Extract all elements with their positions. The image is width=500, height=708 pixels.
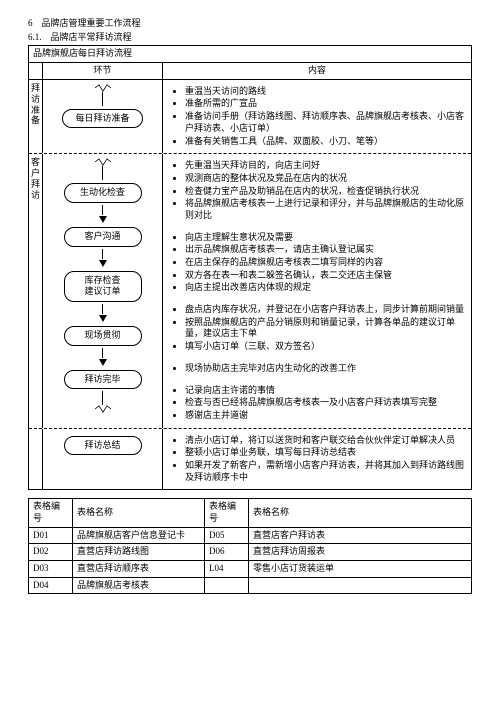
content-item: 双方各在表一和表二躲签名确认，表二交还店主保管	[185, 270, 467, 282]
content-item: 清点小店订单，将订以送货时和客户联交给合伙伙伴定订单解决人员	[185, 435, 467, 447]
content-item: 检查健力宝产品及助销品在店内的状况，检查促销执行状况	[185, 186, 467, 198]
table-cell: L04	[205, 561, 249, 578]
table-cell: D03	[29, 561, 73, 578]
subsection-number: 6.1. 品牌店平常拜访流程	[28, 32, 472, 44]
flow-section: 拜访准备每日拜访准备 重温当天访问的路线准备所需的广宣品准备访问手册（拜访路线图、…	[29, 80, 471, 154]
table-cell: 品牌旗舰店考核表	[73, 577, 205, 594]
flow-node: 生动化检查	[64, 183, 142, 203]
table-cell: D05	[205, 527, 249, 544]
arrow-down-icon	[99, 359, 107, 366]
table-cell: 表格编号	[29, 499, 73, 527]
content-item: 将品牌旗舰店考核表一上进行记录和评分，并与品牌旗舰店的生动化原则对比	[185, 198, 467, 221]
table-cell: 直营店拜访顺序表	[73, 561, 205, 578]
doc-title: 品牌旗舰店每日拜访流程	[29, 46, 471, 63]
col-stage-header: 环节	[43, 63, 163, 79]
content-item: 整顿小店订单业务联，填写每日拜访总结表	[185, 447, 467, 459]
content-item: 检查与否已经将品牌旗舰店考核表一及小店客户拜访表填写完整	[185, 397, 467, 409]
col-content-header: 内容	[163, 63, 471, 79]
table-cell	[205, 577, 249, 594]
table-cell: D06	[205, 544, 249, 561]
flow-node: 每日拜访准备	[62, 109, 142, 129]
table-cell: 表格名称	[249, 499, 472, 527]
content-column: 先重温当天拜访目的，向店主问好观测商店的整体状况及竞品在店内的状况检查健力宝产品…	[163, 154, 471, 427]
content-item: 记录向店主许诺的事情	[185, 385, 467, 397]
flow-node: 客户沟通	[64, 227, 142, 247]
table-cell: 直营店拜访路线图	[73, 544, 205, 561]
column-headers: 环节 内容	[29, 63, 471, 80]
arrow-down-icon	[99, 216, 107, 223]
section-number: 6 品牌店管理重要工作流程	[28, 18, 472, 30]
table-cell: D04	[29, 577, 73, 594]
flow-node: 拜访总结	[64, 436, 142, 456]
table-cell: 表格编号	[205, 499, 249, 527]
table-cell: 零售小店订货装运单	[249, 561, 472, 578]
stage-column: 生动化检查客户沟通库存检查建议订单现场贯彻拜访完毕	[43, 154, 163, 427]
content-item: 准备所需的广宣品	[185, 98, 467, 110]
content-item: 向店主理解生意状况及需要	[185, 232, 467, 244]
flow-node: 拜访完毕	[64, 370, 142, 390]
side-label: 拜访准备	[29, 84, 42, 127]
content-item: 出示品牌旗舰店考核表一，请店主确认登记属实	[185, 244, 467, 256]
table-cell: 表格名称	[73, 499, 205, 527]
content-item: 准备有关销售工具（品牌、双面胶、小刀、笔等）	[185, 136, 467, 148]
content-item: 填写小店订单（三联、双方签名）	[185, 341, 467, 353]
content-item: 盘点店内库存状况，并登记在小店客户拜访表上，同步计算前期间销量	[185, 304, 467, 316]
content-item: 重温当天访问的路线	[185, 86, 467, 98]
content-item: 在店主保存的品牌旗舰店考核表二填写同样的内容	[185, 257, 467, 269]
table-cell: 直营店拜访周报表	[249, 544, 472, 561]
flow-section: 拜访总结 清点小店订单，将订以送货时和客户联交给合伙伙伴定订单解决人员整顿小店订单…	[29, 429, 471, 490]
flow-node: 现场贯彻	[64, 326, 142, 346]
content-item: 观测商店的整体状况及竞品在店内的状况	[185, 173, 467, 185]
flow-section: 客户拜访生动化检查客户沟通库存检查建议订单现场贯彻拜访完毕先重温当天拜访目的，向…	[29, 154, 471, 428]
flow-node: 库存检查建议订单	[64, 271, 142, 302]
content-item: 现场协助店主完毕对店内生动化的改善工作	[185, 363, 467, 375]
side-label: 客户拜访	[29, 158, 42, 201]
forms-table: 表格编号表格名称表格编号表格名称D01品牌旗舰店客户信息登记卡D05直营店客户拜…	[28, 498, 472, 594]
content-column: 清点小店订单，将订以送货时和客户联交给合伙伙伴定订单解决人员整顿小店订单业务联，…	[163, 429, 471, 490]
content-item: 按照品牌旗舰店的产品分销原则和销量记录，计算各单品的建议订单量，建议店主下单	[185, 317, 467, 340]
table-cell	[249, 577, 472, 594]
table-cell: D01	[29, 527, 73, 544]
content-item: 感谢店主并道谢	[185, 410, 467, 422]
stage-column: 拜访总结	[43, 429, 163, 490]
content-item: 先重温当天拜访目的，向店主问好	[185, 160, 467, 172]
content-item: 向店主提出改善店内体现的规定	[185, 282, 467, 294]
arrow-down-icon	[99, 260, 107, 267]
content-item: 准备访问手册（拜访路线图、拜访顺序表、品牌旗舰店考核表、小店客户拜访表、小店订单…	[185, 111, 467, 134]
arrow-down-icon	[99, 315, 107, 322]
table-cell: 直营店客户拜访表	[249, 527, 472, 544]
table-cell: 品牌旗舰店客户信息登记卡	[73, 527, 205, 544]
table-cell: D02	[29, 544, 73, 561]
stage-column: 每日拜访准备	[43, 80, 163, 153]
content-column: 重温当天访问的路线准备所需的广宣品准备访问手册（拜访路线图、拜访顺序表、品牌旗舰…	[163, 80, 471, 153]
flow-document: 品牌旗舰店每日拜访流程 环节 内容 拜访准备每日拜访准备 重温当天访问的路线准备所…	[28, 45, 472, 490]
content-item: 如果开发了新客户，需新增小店客户拜访表，并将其加入到拜访路线图及拜访顺序卡中	[185, 460, 467, 483]
